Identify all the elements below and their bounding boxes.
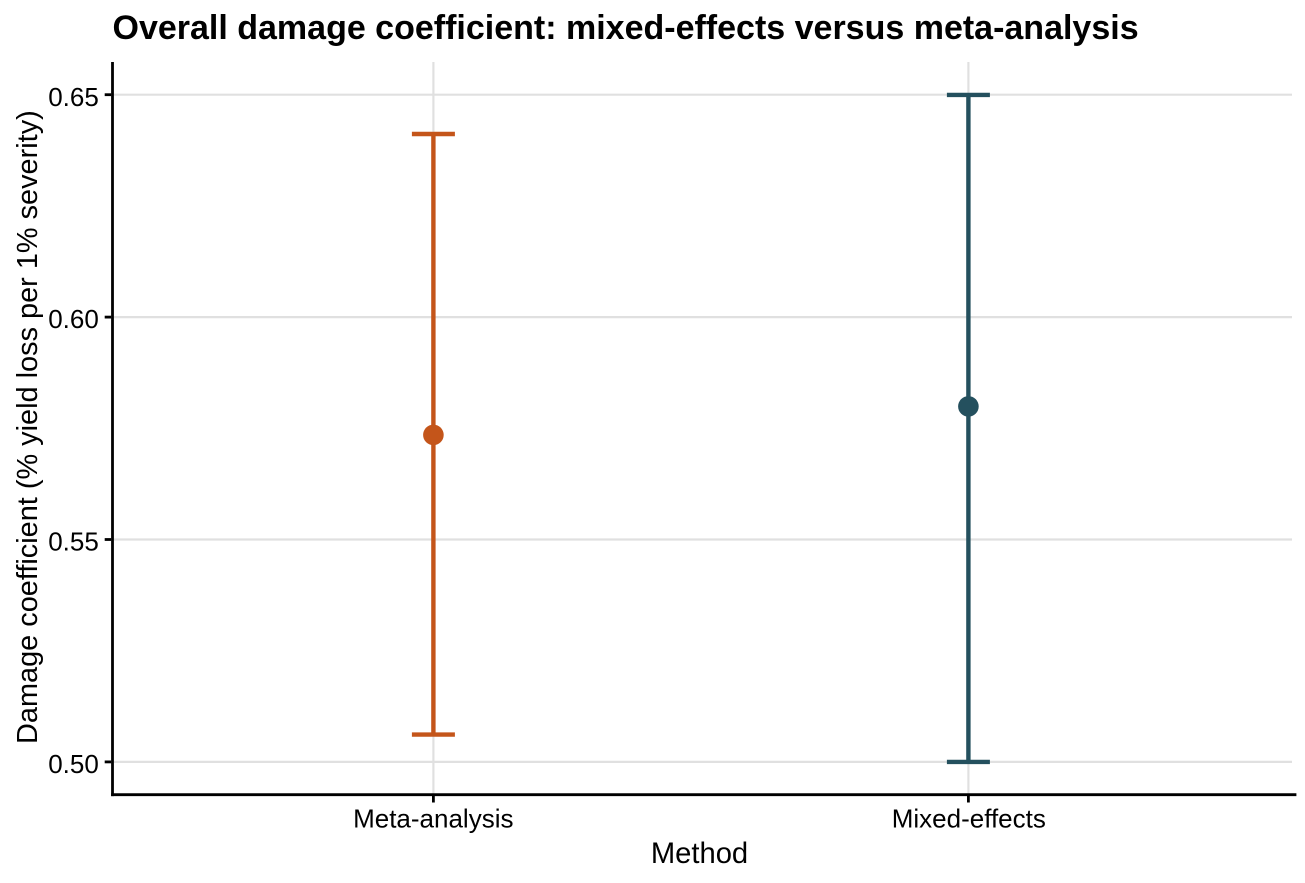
svg-text:Damage coefficient (% yield lo: Damage coefficient (% yield loss per 1% … bbox=[12, 110, 44, 744]
svg-text:Meta-analysis: Meta-analysis bbox=[353, 804, 513, 834]
svg-text:0.50: 0.50 bbox=[48, 749, 99, 779]
svg-text:Method: Method bbox=[651, 838, 748, 870]
svg-text:0.60: 0.60 bbox=[48, 304, 99, 334]
svg-text:0.65: 0.65 bbox=[48, 82, 99, 112]
svg-text:Overall damage coefficient: mi: Overall damage coefficient: mixed-effect… bbox=[113, 9, 1139, 47]
svg-text:Mixed-effects: Mixed-effects bbox=[892, 804, 1046, 834]
svg-text:0.55: 0.55 bbox=[48, 527, 99, 557]
